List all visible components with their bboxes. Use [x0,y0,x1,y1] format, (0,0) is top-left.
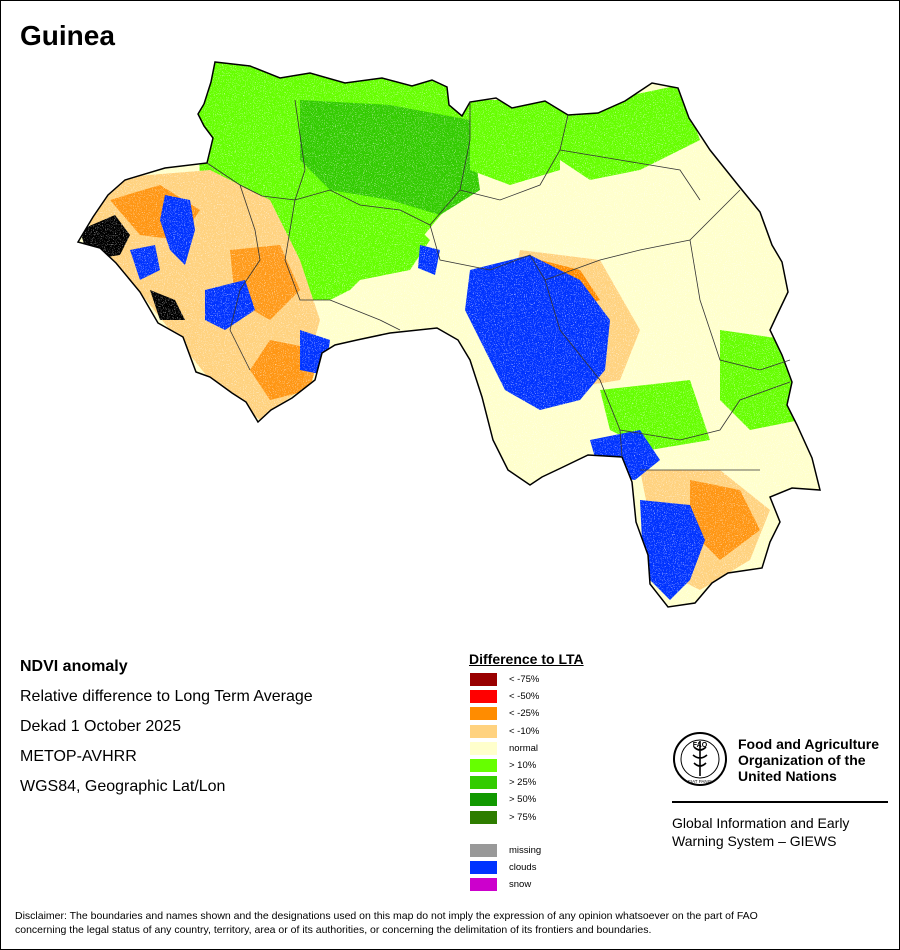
legend-swatch [470,793,497,807]
disclaimer: Disclaimer: The boundaries and names sho… [15,910,758,936]
legend-item: > 75% [469,809,584,826]
admin-boundaries [206,99,791,471]
legend-item: > 50% [469,791,584,808]
legend-item: snow [469,876,584,893]
legend-item: normal [469,740,584,757]
legend-swatch [470,741,497,755]
legend-item: < -10% [469,723,584,740]
period-label: Dekad 1 October 2025 [20,718,181,735]
legend-label: > 75% [509,811,537,823]
legend-label: < -10% [509,725,540,737]
svg-text:FIAT PANIS: FIAT PANIS [688,779,712,784]
legend-swatch [470,707,497,721]
legend-item: < -25% [469,705,584,722]
legend-title: Difference to LTA [469,651,584,667]
legend-label: > 25% [509,777,537,789]
legend-swatch [470,690,497,704]
legend-label: missing [509,844,542,856]
legend-item: < -50% [469,688,584,705]
legend-label: clouds [509,861,537,873]
svg-text:FAO: FAO [693,742,708,749]
legend-special: missing clouds snow [469,842,584,894]
legend-item: < -75% [469,671,584,688]
legend-swatch [470,878,497,892]
legend-item: > 10% [469,757,584,774]
legend-label: > 50% [509,794,537,806]
legend-label: normal [509,742,539,754]
country-border [76,61,821,608]
map-info-block: NDVI anomaly Relative difference to Long… [20,656,313,806]
guinea-ndvi-map [76,61,821,608]
legend-label: < -25% [509,708,540,720]
legend-label: > 10% [509,759,537,771]
fao-logo-icon: FAO FIAT PANIS [673,732,727,786]
sensor-label: METOP-AVHRR [20,748,137,765]
legend-swatch [470,673,497,686]
legend-swatch [470,758,497,772]
organization-name: Food and Agriculture Organization of the… [738,736,880,784]
legend-classes: < -75% < -50% < -25% < -10% normal > 10% > 25%… [469,671,584,826]
legend-swatch [470,776,497,790]
legend-item: > 25% [469,774,584,791]
legend-item: missing [469,842,584,859]
product-description: Relative difference to Long Term Average [20,688,313,705]
legend-swatch [470,843,497,857]
legend-label: snow [509,879,532,891]
legend-swatch [470,724,497,738]
giews-label: Global Information and Early Warning Sys… [672,815,850,849]
legend-label: < -50% [509,691,540,703]
legend: Difference to LTA < -75% < -50% < -25% < -1… [469,651,584,893]
product-name: NDVI anomaly [20,658,128,675]
legend-item: clouds [469,859,584,876]
map-title: Guinea [20,20,115,51]
legend-swatch [470,810,497,824]
legend-swatch [470,860,497,874]
ndvi-raster [78,62,820,607]
projection-label: WGS84, Geographic Lat/Lon [20,778,226,795]
divider [672,801,888,803]
legend-label: < -75% [509,674,540,685]
